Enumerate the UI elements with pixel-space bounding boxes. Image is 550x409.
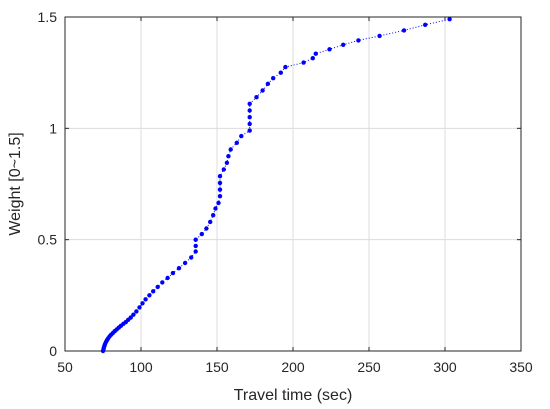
data-point [228, 147, 233, 152]
data-point [423, 22, 428, 27]
y-tick-label: 1.5 [38, 9, 58, 25]
data-point [401, 28, 407, 33]
data-point [313, 51, 318, 56]
data-point [226, 154, 231, 159]
data-point [301, 60, 306, 65]
data-point [140, 301, 145, 306]
grid [64, 16, 522, 352]
data-point [176, 266, 182, 271]
data-point [254, 95, 259, 100]
data-point [247, 115, 252, 120]
y-axis-label: Weight [0~1.5] [7, 132, 24, 235]
x-axis-label: Travel time (sec) [234, 387, 353, 404]
x-tick-label: 150 [205, 359, 229, 375]
data-point [341, 42, 346, 47]
data-point [193, 249, 198, 254]
data-point [128, 315, 133, 320]
x-tick-label: 300 [433, 359, 457, 375]
data-point [208, 219, 213, 225]
data-point [247, 121, 252, 127]
data-point [160, 280, 165, 285]
data-point [217, 174, 223, 179]
y-tick-label: 0 [49, 343, 57, 359]
data-point [170, 270, 176, 276]
data-point [260, 88, 265, 93]
data-point [216, 200, 221, 206]
data-point [247, 101, 252, 107]
series-line [102, 18, 450, 352]
data-point [271, 76, 276, 81]
data-point [221, 167, 226, 172]
data-point [217, 187, 223, 192]
data-point [193, 243, 198, 249]
data-point [224, 160, 230, 165]
data-point [211, 213, 216, 218]
data-point [165, 275, 170, 281]
data-point [137, 305, 142, 310]
data-point [247, 108, 252, 113]
data-point [155, 284, 160, 290]
data-point [134, 309, 139, 314]
data-point [356, 38, 361, 43]
data-point [234, 140, 239, 145]
data-points [100, 17, 452, 354]
data-point [182, 260, 188, 266]
data-point [265, 81, 271, 87]
data-point [239, 133, 244, 139]
x-tick-label: 350 [509, 359, 533, 375]
data-point [377, 33, 382, 39]
y-tick-label: 1 [49, 120, 57, 136]
y-tick-label: 0.5 [38, 232, 58, 248]
data-point [204, 226, 209, 231]
data-point [199, 231, 204, 237]
data-point [151, 289, 156, 294]
data-point [327, 47, 332, 52]
data-point [213, 206, 218, 211]
x-tick-label: 200 [281, 359, 305, 375]
data-point [247, 128, 252, 133]
x-tick-label: 50 [57, 359, 73, 375]
data-point [283, 64, 288, 70]
data-point [189, 255, 194, 260]
data-point [193, 237, 198, 242]
data-point [147, 293, 152, 298]
x-tick-label: 100 [129, 359, 153, 375]
data-point [278, 70, 283, 75]
data-point [447, 17, 452, 22]
x-tick-label: 250 [357, 359, 381, 375]
data-point [143, 297, 148, 302]
data-point [310, 56, 315, 61]
data-point [217, 180, 223, 186]
data-point [217, 194, 223, 199]
data-point [131, 312, 136, 317]
ticks: 50 100 150 200 250 300 350 0 0.5 1 1.5 [38, 9, 533, 375]
